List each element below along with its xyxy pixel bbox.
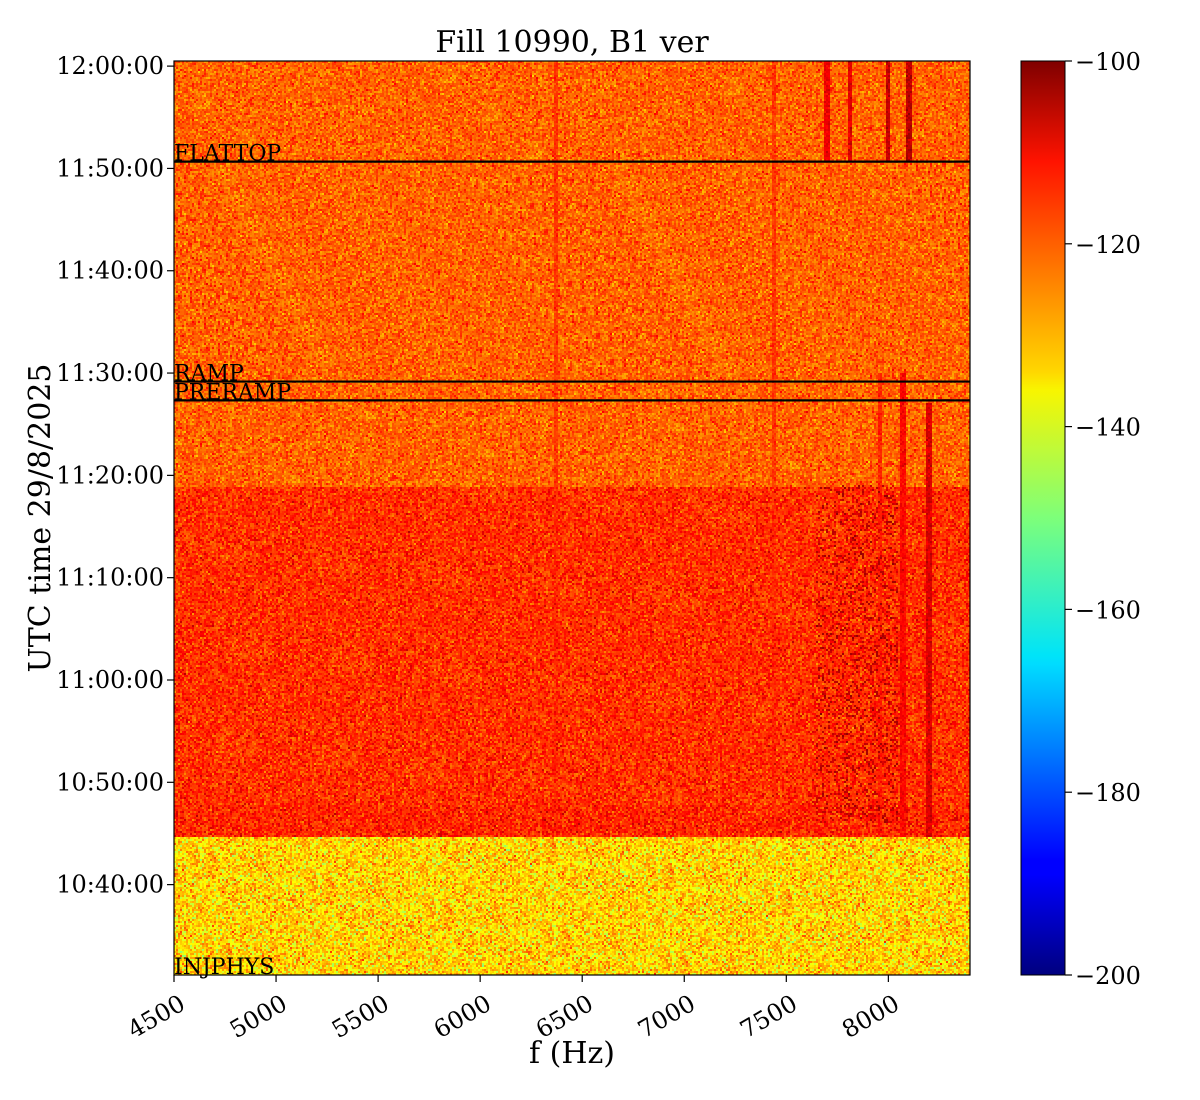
y-tick-label: 10:40:00 xyxy=(56,871,164,899)
colorbar xyxy=(1020,60,1066,976)
x-tick-label: 5500 xyxy=(327,989,394,1044)
y-tick-label: 11:10:00 xyxy=(56,564,164,592)
colorbar-tick-label: −200 xyxy=(1075,962,1141,990)
x-tick-label: 6000 xyxy=(429,989,496,1044)
event-label: PRERAMP xyxy=(174,380,291,405)
y-tick-label: 10:50:00 xyxy=(56,768,164,796)
y-axis-label: UTC time 29/8/2025 xyxy=(23,364,58,673)
colorbar-ticks: −100 −120 −140 −160 −180 −200 xyxy=(1065,48,1141,990)
event-label: RAMP xyxy=(174,362,244,387)
event-label: INJPHYS xyxy=(174,955,274,980)
y-tick-label: 11:20:00 xyxy=(56,461,164,489)
x-tick-label: 7500 xyxy=(735,989,802,1044)
y-tick-label: 12:00:00 xyxy=(56,52,164,80)
colorbar-tick-label: −180 xyxy=(1075,779,1141,807)
colorbar-tick-label: −140 xyxy=(1075,414,1141,442)
colorbar-tick-label: −160 xyxy=(1075,596,1141,624)
x-axis-ticks: 4500 5000 5500 6000 6500 7000 7500 8000 xyxy=(123,975,904,1044)
y-tick-label: 11:50:00 xyxy=(56,154,164,182)
x-axis-label: f (Hz) xyxy=(529,1036,615,1071)
chart-title: Fill 10990, B1 ver xyxy=(435,25,709,60)
plot-frame xyxy=(173,60,971,976)
x-tick-label: 7000 xyxy=(633,989,700,1044)
y-tick-label: 11:00:00 xyxy=(56,666,164,694)
y-axis-ticks: 10:40:00 10:50:00 11:00:00 11:10:00 11:20:00… xyxy=(56,52,174,899)
y-tick-label: 11:40:00 xyxy=(56,257,164,285)
y-tick-label: 11:30:00 xyxy=(56,359,164,387)
x-tick-label: 5000 xyxy=(225,989,292,1044)
x-tick-label: 8000 xyxy=(837,989,904,1044)
colorbar-tick-label: −100 xyxy=(1075,48,1141,76)
x-tick-label: 4500 xyxy=(123,989,190,1044)
spectrogram-heatmap xyxy=(174,61,970,975)
event-label: FLATTOP xyxy=(174,142,281,167)
colorbar-tick-label: −120 xyxy=(1075,231,1141,259)
